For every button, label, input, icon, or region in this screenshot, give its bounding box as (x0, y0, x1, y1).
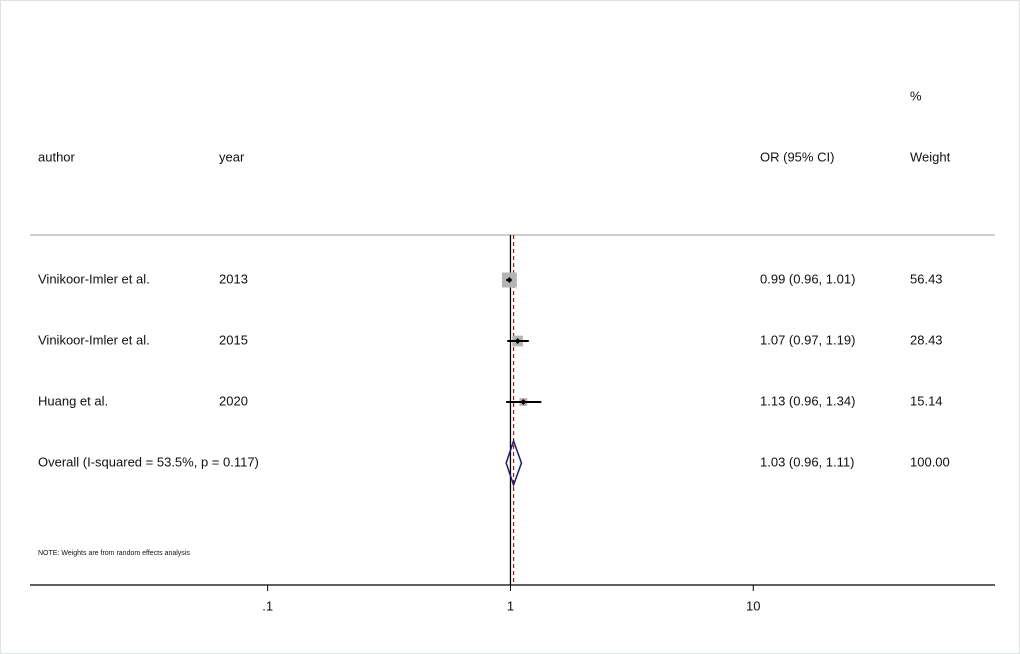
author: Vinikoor-Imler et al. (38, 271, 150, 286)
x-tick-label: 1 (507, 598, 514, 613)
year: 2020 (219, 393, 248, 408)
weight-label: 56.43 (910, 271, 943, 286)
point-estimate (514, 338, 521, 344)
effect-label: 1.07 (0.97, 1.19) (760, 332, 855, 347)
column-header: author (38, 149, 76, 164)
year: 2015 (219, 332, 248, 347)
column-header: year (219, 149, 245, 164)
column-header: OR (95% CI) (760, 149, 834, 164)
overall-label: Overall (I-squared = 53.5%, p = 0.117) (38, 454, 259, 469)
overall-diamond (505, 438, 523, 488)
x-tick-label: 10 (746, 598, 760, 613)
note: NOTE: Weights are from random effects an… (38, 550, 190, 557)
effect-label: 1.13 (0.96, 1.34) (760, 393, 855, 408)
point-estimate (506, 277, 513, 283)
author: Vinikoor-Imler et al. (38, 332, 150, 347)
weight-label: 15.14 (910, 393, 943, 408)
x-tick-label: .1 (262, 598, 273, 613)
point-estimate (520, 399, 527, 405)
effect-label: 1.03 (0.96, 1.11) (760, 454, 854, 469)
column-header: Weight (910, 149, 951, 164)
weight-label: 28.43 (910, 332, 943, 347)
weight-label: 100.00 (910, 454, 950, 469)
author: Huang et al. (38, 393, 108, 408)
column-header: % (910, 88, 922, 103)
year: 2013 (219, 271, 248, 286)
effect-label: 0.99 (0.96, 1.01) (760, 271, 855, 286)
